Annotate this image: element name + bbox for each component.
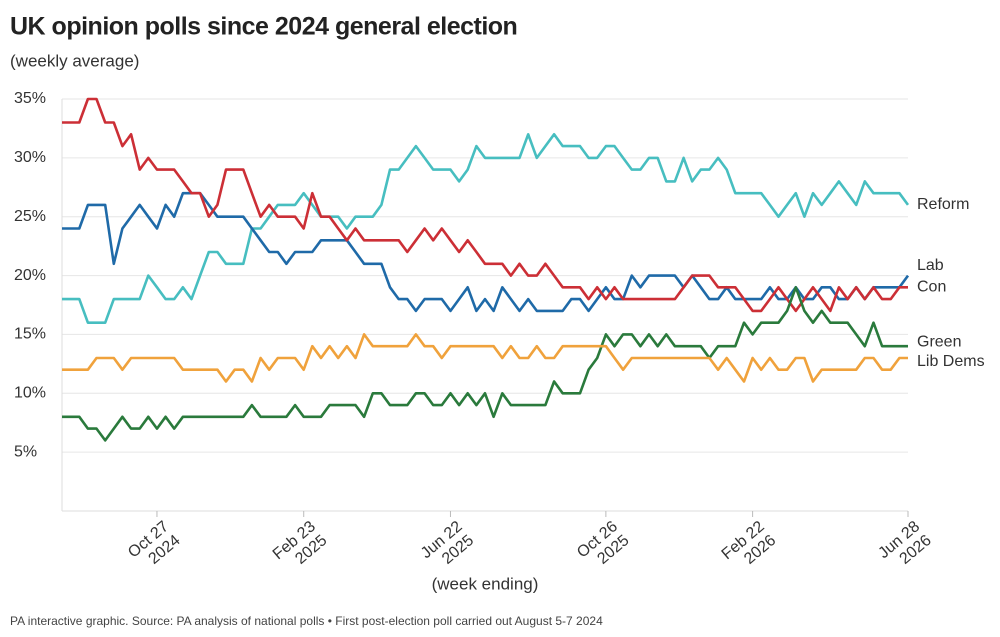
x-tick-label: Feb 232025 [270,518,331,577]
y-tick-label: 35% [14,90,46,107]
x-tick-label: Jun 282026 [876,518,935,576]
series-line [62,286,908,442]
x-axis-label: (week ending) [432,574,539,593]
series-label: Green [917,333,961,350]
y-tick-label: 20% [14,267,46,284]
series-line [62,97,908,313]
series-label: Lab [917,257,944,274]
chart-subtitle: (weekly average) [10,51,139,70]
source-note: PA interactive graphic. Source: PA analy… [10,614,603,628]
series-line [62,333,908,383]
x-tick-label: Feb 222026 [719,518,780,577]
y-tick-label: 30% [14,149,46,166]
series-label: Reform [917,196,969,213]
series-line [62,191,910,313]
series-line [62,133,910,324]
y-tick-label: 10% [14,385,46,402]
x-tick-label: Jun 222025 [418,518,477,576]
y-tick-label: 25% [14,208,46,225]
series-label: Con [917,279,946,296]
x-tick-label: Oct 262025 [574,518,633,575]
series-label: Lib Dems [917,353,985,370]
x-tick-label: Oct 272024 [125,518,184,575]
chart-title: UK opinion polls since 2024 general elec… [10,13,517,41]
y-tick-label: 15% [14,326,46,343]
y-tick-label: 5% [14,443,37,460]
